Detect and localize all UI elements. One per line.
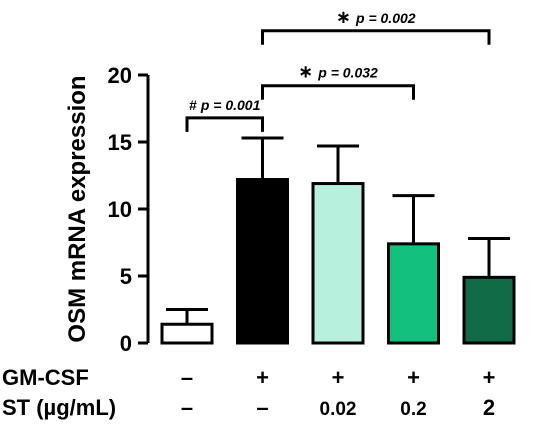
p-value: p = 0.001	[200, 97, 261, 113]
significance-label: # p = 0.001	[189, 97, 260, 113]
y-tick-label: 0	[120, 331, 132, 356]
bars	[160, 136, 516, 345]
significance-bracket	[261, 84, 415, 100]
condition-value: 2	[483, 395, 495, 420]
significance-symbol: ∗	[336, 7, 356, 27]
condition-value: 0.02	[320, 399, 357, 420]
condition-value: +	[256, 365, 269, 390]
bar	[387, 242, 440, 345]
condition-value: –	[181, 365, 193, 390]
condition-value: +	[407, 365, 420, 390]
bar	[236, 178, 289, 345]
condition-label: ST (µg/mL)	[2, 395, 116, 420]
bar	[462, 275, 516, 345]
significance-label: ∗ p = 0.032	[298, 62, 378, 82]
y-axis-label: OSM mRNA expression	[64, 75, 91, 342]
significance-symbol: ∗	[298, 62, 318, 82]
condition-value: +	[332, 365, 345, 390]
condition-value: 0.2	[400, 399, 426, 420]
significance-symbol: #	[189, 97, 201, 113]
y-tick-label: 10	[108, 197, 132, 222]
significance-label: ∗ p = 0.002	[336, 7, 416, 27]
y-tick-label: 20	[108, 63, 132, 88]
condition-value: +	[483, 365, 496, 390]
significance-brackets: # p = 0.001∗ p = 0.032∗ p = 0.002	[185, 7, 491, 132]
condition-label: GM-CSF	[2, 365, 89, 390]
condition-table: GM-CSF – + + + + ST (µg/mL) – – 0.02 0.2 2	[2, 365, 495, 420]
bar	[160, 322, 214, 345]
axes: 0 5 10 15 20 OSM mRNA expression	[64, 63, 150, 356]
condition-value: –	[256, 395, 268, 420]
bar	[311, 182, 365, 345]
significance-bracket	[185, 116, 264, 132]
y-tick-label: 5	[120, 264, 132, 289]
condition-value: –	[181, 395, 193, 420]
p-value: p = 0.032	[317, 65, 378, 81]
significance-bracket	[261, 29, 491, 45]
y-tick-label: 15	[108, 130, 132, 155]
p-value: p = 0.002	[355, 10, 416, 26]
